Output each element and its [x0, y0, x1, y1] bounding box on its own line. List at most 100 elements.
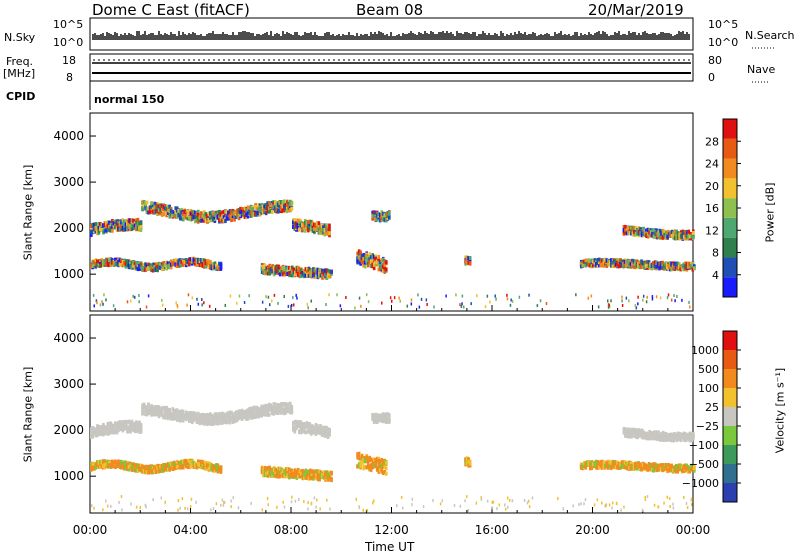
velocity-ytick-label: 1000	[53, 469, 84, 483]
power-scatter-cell	[113, 304, 115, 307]
power-echo-cell	[328, 224, 331, 228]
power-scatter-cell	[459, 303, 461, 306]
power-scatter-cell	[628, 299, 630, 302]
power-scatter-cell	[575, 293, 577, 296]
power-scatter-cell	[507, 297, 509, 300]
power-scatter-cell	[360, 305, 362, 308]
power-scatter-cell	[138, 300, 140, 303]
power-echo-cell	[385, 267, 388, 271]
power-colorbar-segment	[723, 139, 737, 159]
velocity-ytick-label: 2000	[53, 423, 84, 437]
power-scatter-cell	[148, 294, 150, 297]
power-echo-cell	[388, 216, 391, 220]
power-scatter-cell	[540, 299, 542, 302]
power-scatter-cell	[196, 298, 198, 301]
power-scatter-cell	[93, 294, 95, 297]
power-ytick-label: 3000	[53, 175, 84, 189]
power-scatter-cell	[667, 296, 669, 299]
power-scatter-cell	[391, 300, 393, 303]
power-scatter-cell	[390, 296, 392, 299]
power-echo-cell	[364, 264, 367, 268]
power-scatter-cell	[598, 305, 600, 308]
power-colorbar-tick-label: 16	[705, 202, 719, 215]
power-scatter-cell	[646, 296, 648, 299]
power-colorbar-segment	[723, 257, 737, 277]
power-scatter-cell	[652, 298, 654, 301]
power-scatter-cell	[607, 299, 609, 302]
power-scatter-cell	[354, 307, 356, 310]
power-scatter-cell	[310, 300, 312, 303]
power-echo-cell	[140, 221, 143, 225]
power-scatter-cell	[175, 301, 177, 304]
power-echo-cell	[469, 256, 472, 260]
velocity-echo-cell	[268, 413, 271, 417]
power-scatter-cell	[588, 297, 590, 300]
power-scatter-cell	[637, 302, 639, 305]
power-echo-cell	[651, 228, 654, 232]
velocity-echo-cell	[141, 412, 144, 416]
power-scatter-cell	[621, 299, 623, 302]
power-colorbar-tick-label: 20	[705, 180, 719, 193]
power-scatter-cell	[635, 304, 637, 307]
power-scatter-cell	[608, 306, 610, 309]
power-scatter-cell	[269, 303, 271, 306]
power-scatter-cell	[519, 296, 521, 299]
power-scatter-cell	[328, 293, 330, 296]
power-echo-cell	[388, 211, 391, 215]
power-scatter-cell	[225, 304, 227, 307]
power-scatter-cell	[528, 294, 530, 297]
power-scatter-cell	[426, 298, 428, 301]
power-scatter-cell	[177, 304, 179, 307]
power-colorbar-segment	[723, 178, 737, 198]
power-scatter-cell	[336, 293, 338, 296]
power-scatter-cell	[400, 300, 402, 303]
power-scatter-cell	[307, 306, 309, 309]
power-scatter-cell	[192, 296, 194, 299]
power-echo-cell	[328, 231, 331, 235]
power-scatter-cell	[512, 300, 514, 303]
power-scatter-cell	[506, 294, 508, 297]
xaxis-tick-label: 04:00	[173, 523, 208, 537]
power-scatter-cell	[381, 302, 383, 305]
power-scatter-cell	[622, 304, 624, 307]
power-scatter-cell	[283, 295, 285, 298]
velocity-echo-cell	[155, 470, 158, 474]
power-scatter-cell	[546, 302, 548, 305]
xaxis-tick-label: 00:00	[676, 523, 711, 537]
power-scatter-cell	[161, 299, 163, 302]
power-scatter-cell	[292, 296, 294, 299]
power-colorbar-segment	[723, 119, 737, 139]
power-colorbar-segment	[723, 218, 737, 238]
power-scatter-cell	[591, 294, 593, 297]
power-scatter-cell	[236, 302, 238, 305]
velocity-ytick-label: 4000	[53, 331, 84, 345]
power-scatter-cell	[102, 303, 104, 306]
power-scatter-cell	[671, 299, 673, 302]
power-scatter-cell	[201, 303, 203, 306]
power-scatter-cell	[96, 301, 98, 304]
velocity-echo-cell	[140, 428, 143, 432]
power-ytick-label: 1000	[53, 267, 84, 281]
power-scatter-cell	[366, 293, 368, 296]
power-scatter-cell	[433, 306, 435, 309]
power-scatter-cell	[288, 305, 290, 308]
power-scatter-cell	[201, 298, 203, 301]
power-scatter-cell	[100, 303, 102, 306]
power-colorbar-tick-label: 4	[712, 269, 719, 282]
power-scatter-cell	[291, 304, 293, 307]
power-scatter-cell	[345, 296, 347, 299]
power-scatter-cell	[105, 298, 107, 301]
power-echo-cell	[290, 201, 293, 205]
power-scatter-cell	[681, 299, 683, 302]
power-echo-cell	[271, 210, 274, 214]
power-scatter-cell	[244, 301, 246, 304]
power-scatter-cell	[510, 304, 512, 307]
power-scatter-cell	[537, 304, 539, 307]
power-scatter-cell	[230, 295, 232, 298]
power-scatter-cell	[461, 305, 463, 308]
power-echo-cell	[328, 227, 331, 231]
power-scatter-cell	[495, 298, 497, 301]
power-scatter-cell	[688, 301, 690, 304]
power-scatter-cell	[138, 294, 140, 297]
